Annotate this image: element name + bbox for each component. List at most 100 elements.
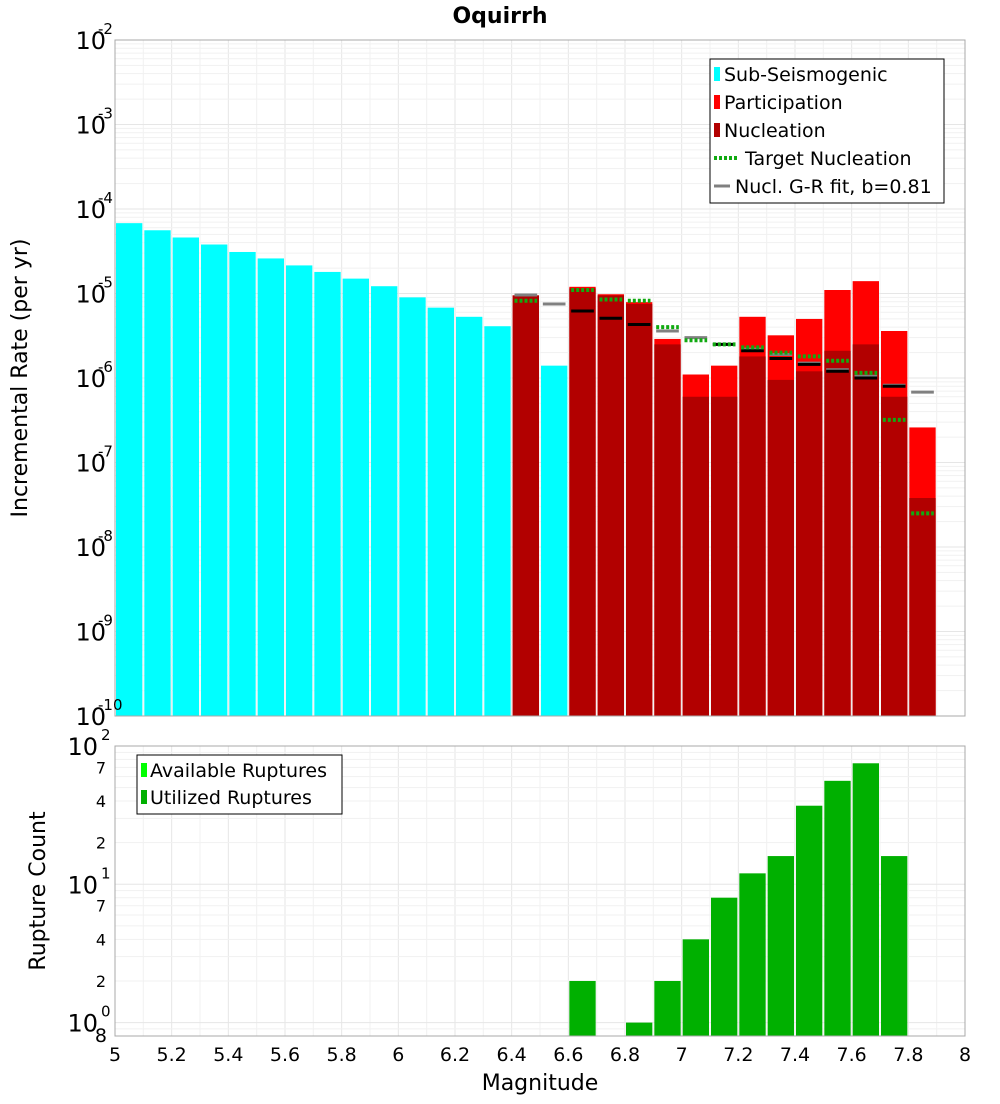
top-y-tick-label: 10-7 [75, 443, 113, 478]
tick-exponent: 2 [101, 726, 111, 744]
nucleation-bar [767, 379, 794, 716]
tick-exponent: -10 [98, 696, 123, 714]
bottom-y-tick-label: 8 [95, 1025, 107, 1047]
top-y-tick-label: 10-4 [75, 189, 113, 224]
sub-seismogenic-bar [484, 326, 511, 716]
bottom-y-tick-label: 10 0 [67, 1003, 110, 1038]
x-tick-label: 7 [676, 1044, 688, 1066]
utilized-ruptures-bar [626, 1022, 653, 1036]
tick-exponent: -9 [98, 612, 113, 630]
utilized-ruptures-bar [682, 939, 709, 1036]
legend-label: Available Ruptures [150, 760, 327, 782]
tick-exponent: -5 [98, 274, 113, 292]
top-y-axis-label: Incremental Rate (per yr) [8, 239, 33, 518]
top-plot-frame [114, 39, 966, 717]
x-tick-labels: 5 5.2 5.4 5.6 5.8 6 6.2 6.4 6.6 6.8 7 7.2 7.4 7.6 7.8 8 [109, 1044, 971, 1066]
top-y-tick-label: 10-6 [75, 358, 113, 393]
tick-exponent: -8 [98, 527, 113, 545]
nucleation-bar [796, 371, 823, 716]
x-tick-label: 7.6 [837, 1044, 867, 1066]
legend-label: Utilized Ruptures [150, 787, 312, 809]
tick-exponent: -3 [98, 105, 113, 123]
bottom-y-tick-label: 7 [96, 897, 106, 916]
x-tick-label: 6.8 [610, 1044, 640, 1066]
bottom-plot-frame [114, 745, 966, 1037]
utilized-ruptures-bar [711, 897, 738, 1036]
sub-seismogenic-bar [456, 316, 483, 716]
sub-seismogenic-bar [541, 365, 568, 716]
nucleation-bar [711, 396, 738, 716]
nucleation-bar [597, 295, 624, 716]
tick-base: 10 [75, 112, 106, 140]
sub-seismogenic-bar [257, 258, 284, 716]
legend-swatch [714, 95, 720, 109]
legend-label: Nucl. G-R fit, b=0.81 [735, 176, 932, 198]
sub-seismogenic-bar [427, 307, 454, 716]
top-legend: Sub-Seismogenic Participation Nucleation Ta… [709, 58, 945, 204]
bottom-y-tick-label: 4 [96, 930, 106, 949]
utilized-ruptures-bar [852, 763, 879, 1036]
bottom-legend: Available Ruptures Utilized Ruptures [136, 754, 343, 815]
tick-exponent: -6 [98, 358, 113, 376]
bottom-grid [114, 745, 966, 1037]
tick-exponent: 0 [101, 1003, 111, 1021]
x-axis-label: Magnitude [482, 1071, 599, 1096]
x-tick-label: 7.2 [723, 1044, 753, 1066]
tick-base: 10 [75, 196, 106, 224]
x-tick-label: 5.6 [270, 1044, 300, 1066]
tick-exponent: 1 [101, 864, 111, 882]
tick-base: 10 [75, 281, 106, 309]
legend-item-utilized-ruptures: Utilized Ruptures [141, 787, 312, 809]
sub-seismogenic-bar [371, 286, 398, 716]
legend-item-target-nucleation: Target Nucleation [714, 148, 912, 170]
legend-item-nucl-g-r-fit-b-0-81: Nucl. G-R fit, b=0.81 [714, 176, 932, 198]
nucleation-bar [512, 295, 539, 716]
utilized-ruptures-bar [739, 873, 766, 1036]
legend-item-sub-seismogenic: Sub-Seismogenic [714, 64, 888, 86]
top-y-tick-label: 10-8 [75, 527, 113, 562]
top-y-tick-label: 10-10 [75, 696, 122, 731]
sub-seismogenic-bar [399, 297, 426, 716]
x-tick-label: 5.8 [327, 1044, 357, 1066]
top-y-tick-label: 10-2 [75, 20, 113, 55]
tick-base: 10 [75, 619, 106, 647]
legend-item-participation: Participation [714, 92, 843, 114]
tick-base: 10 [75, 703, 106, 731]
nucleation-bar [654, 344, 681, 716]
legend-swatch [141, 790, 147, 804]
tick-base: 10 [75, 27, 106, 55]
bottom-y-tick-label: 10 2 [67, 726, 110, 761]
tick-base: 10 [75, 365, 106, 393]
nucleation-bar [909, 498, 936, 716]
x-tick-label: 6.6 [553, 1044, 583, 1066]
sub-seismogenic-bar [172, 237, 199, 717]
tick-exponent: -2 [98, 20, 113, 38]
tick-exponent: -7 [98, 443, 113, 461]
top-bars [116, 223, 936, 717]
nucleation-bar [739, 356, 766, 716]
legend-label: Nucleation [724, 120, 826, 142]
tick-minor: 7 [96, 758, 106, 777]
legend-swatch [714, 123, 720, 137]
sub-seismogenic-bar [342, 278, 369, 716]
nucleation-bar [881, 396, 908, 716]
tick-exponent: -4 [98, 189, 113, 207]
top-markers [514, 288, 934, 516]
top-legend-box [709, 58, 945, 204]
top-y-tick-label: 10-9 [75, 612, 113, 647]
sub-seismogenic-bar [286, 265, 313, 716]
utilized-ruptures-bar [767, 856, 794, 1036]
tick-base: 10 [75, 534, 106, 562]
bottom-legend-box [136, 754, 343, 815]
tick-base: 10 [67, 733, 98, 761]
x-tick-label: 5.4 [213, 1044, 243, 1066]
sub-seismogenic-bar [229, 251, 256, 717]
nucleation-bar [682, 396, 709, 716]
x-tick-label: 5 [109, 1044, 121, 1066]
legend-label: Sub-Seismogenic [724, 64, 888, 86]
nucleation-bar [824, 350, 851, 716]
bottom-y-tick-label: 7 [96, 758, 106, 777]
